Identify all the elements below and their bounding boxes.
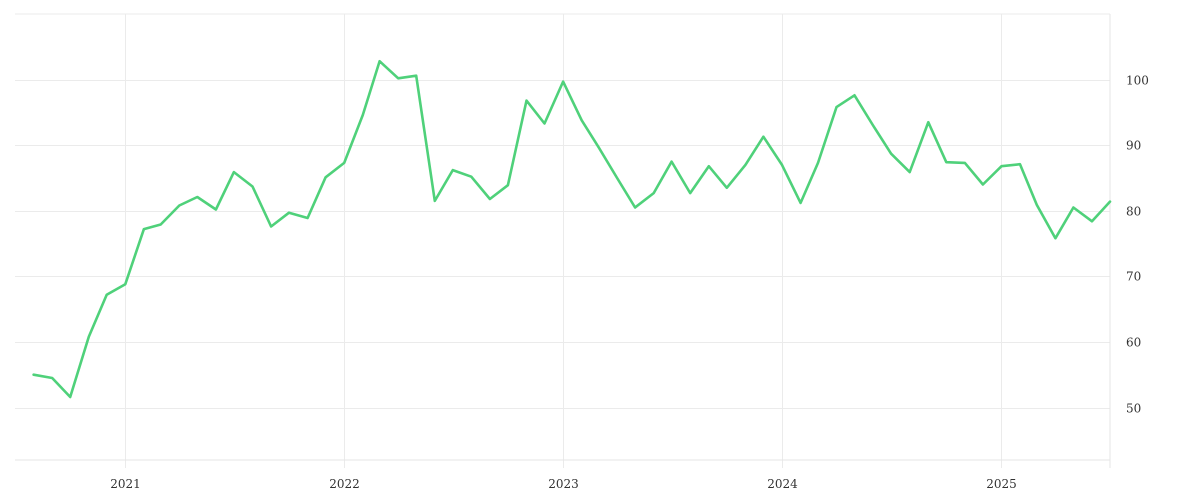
data-point <box>324 175 328 179</box>
data-point <box>251 185 255 189</box>
data-point <box>433 199 437 203</box>
data-point <box>342 161 346 165</box>
data-point <box>799 201 803 205</box>
data-point <box>926 120 930 124</box>
data-point <box>963 161 967 165</box>
data-point <box>1053 236 1057 240</box>
data-point <box>269 225 273 229</box>
data-point <box>944 160 948 164</box>
x-tick-label: 2025 <box>986 477 1017 491</box>
data-point <box>195 195 199 199</box>
data-point <box>451 168 455 172</box>
data-point <box>378 59 382 63</box>
data-point <box>561 80 565 84</box>
data-point <box>816 161 820 165</box>
series-layer <box>32 59 1112 399</box>
data-point <box>871 124 875 128</box>
x-tick-label: 2023 <box>548 477 579 491</box>
y-tick-label: 100 <box>1126 74 1149 88</box>
data-point <box>506 183 510 187</box>
data-point <box>981 183 985 187</box>
data-point <box>361 113 365 117</box>
data-point <box>123 282 127 286</box>
y-tick-labels: 50 60 70 80 90 100 <box>1126 74 1149 416</box>
y-gridlines <box>15 13 1110 409</box>
data-point <box>597 145 601 149</box>
data-point <box>1018 162 1022 166</box>
data-point <box>177 204 181 208</box>
data-point <box>761 135 765 139</box>
data-point <box>633 206 637 210</box>
data-point <box>707 164 711 168</box>
data-point <box>652 191 656 195</box>
y-tick-label: 90 <box>1126 139 1141 153</box>
data-point <box>835 105 839 109</box>
data-point <box>105 293 109 297</box>
data-point <box>725 186 729 190</box>
data-point <box>743 163 747 167</box>
x-gridlines <box>125 14 1002 468</box>
data-point <box>525 99 529 103</box>
data-point <box>688 191 692 195</box>
data-point <box>488 197 492 201</box>
data-point <box>615 176 619 180</box>
y-tick-label: 60 <box>1126 336 1141 350</box>
series-line <box>32 59 1112 399</box>
data-point <box>50 376 54 380</box>
x-tick-label: 2021 <box>110 477 141 491</box>
data-point <box>1000 164 1004 168</box>
data-point <box>214 208 218 212</box>
x-tick-labels: 2021 2022 2023 2024 2025 <box>110 477 1017 491</box>
data-point <box>68 395 72 399</box>
data-point <box>232 170 236 174</box>
data-point <box>889 152 893 156</box>
data-point <box>853 93 857 97</box>
data-point <box>543 122 547 126</box>
data-point <box>580 118 584 122</box>
x-tick-label: 2024 <box>767 477 798 491</box>
data-point <box>908 170 912 174</box>
data-point <box>32 373 36 377</box>
y-tick-label: 80 <box>1126 205 1141 219</box>
data-point <box>670 160 674 164</box>
data-point <box>287 211 291 215</box>
data-point <box>780 163 784 167</box>
data-point <box>1071 206 1075 210</box>
y-tick-label: 50 <box>1126 402 1141 416</box>
x-tick-label: 2022 <box>329 477 360 491</box>
data-point <box>142 227 146 231</box>
data-point <box>469 175 473 179</box>
data-point <box>87 335 91 339</box>
data-point <box>396 76 400 80</box>
data-point <box>159 223 163 227</box>
data-point <box>306 216 310 220</box>
y-tick-label: 70 <box>1126 270 1141 284</box>
data-point <box>1108 200 1112 204</box>
data-point <box>414 74 418 78</box>
axes <box>15 14 1111 468</box>
data-point <box>1090 219 1094 223</box>
data-point <box>1035 203 1039 207</box>
